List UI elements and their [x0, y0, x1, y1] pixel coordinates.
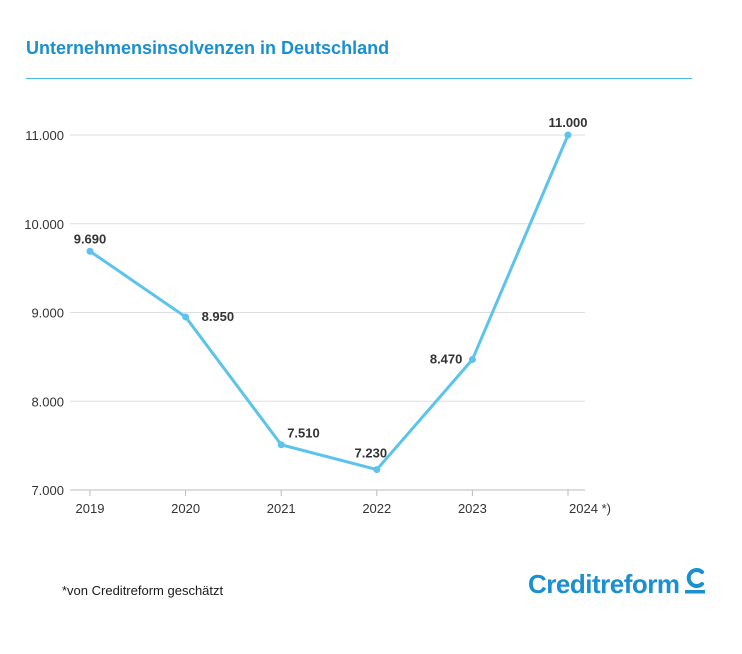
logo-text: Creditreform	[528, 568, 680, 599]
y-tick-label: 9.000	[31, 306, 64, 321]
footnote: *von Creditreform geschätzt	[62, 583, 224, 598]
data-point	[373, 466, 381, 474]
data-label: 11.000	[548, 115, 587, 130]
data-label: 7.230	[355, 446, 388, 461]
x-axis-ticks: 2019 2020 2021 2022 2023 2024 *)	[76, 490, 611, 516]
data-points	[86, 131, 572, 474]
chart-title: Unternehmensinsolvenzen in Deutschland	[26, 38, 390, 58]
data-label: 8.950	[202, 309, 235, 324]
x-tick-label: 2023	[458, 501, 487, 516]
data-point	[182, 313, 190, 321]
data-point	[86, 247, 94, 255]
x-tick-label: 2024 *)	[569, 501, 611, 516]
series-line	[88, 133, 570, 472]
data-label: 9.690	[74, 231, 107, 246]
creditreform-logo: Creditreform	[528, 566, 707, 602]
y-tick-label: 8.000	[31, 394, 64, 409]
y-tick-label: 7.000	[31, 483, 64, 498]
x-tick-label: 2022	[362, 501, 391, 516]
title-divider	[26, 78, 692, 79]
y-tick-label: 10.000	[24, 217, 64, 232]
grid-lines	[70, 134, 585, 491]
data-point	[277, 441, 285, 449]
x-tick-label: 2019	[76, 501, 105, 516]
data-label: 7.510	[287, 426, 320, 441]
data-labels: 9.690 8.950 7.510 7.230 8.470 11.000	[74, 115, 588, 461]
creditreform-c-icon	[683, 566, 707, 603]
series-line-insolvencies	[88, 133, 570, 472]
y-tick-label: 11.000	[25, 128, 64, 143]
x-tick-label: 2021	[267, 501, 296, 516]
data-label: 8.470	[430, 352, 463, 367]
y-tick-labels: 7.000 8.000 9.000 10.000 11.000	[24, 128, 64, 498]
data-point	[564, 131, 572, 139]
data-point	[468, 356, 476, 364]
x-tick-label: 2020	[171, 501, 200, 516]
